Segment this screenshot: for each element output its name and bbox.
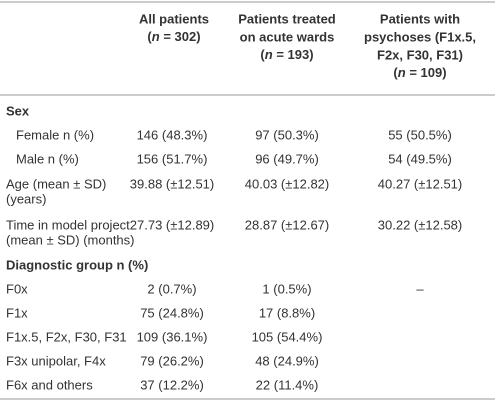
cell: 105 (54.4%) <box>252 329 323 344</box>
cell: 30.22 (±12.58) <box>378 217 462 232</box>
header-text: psychoses (F1x.5, <box>364 29 476 44</box>
cell: 37 (12.2%) <box>140 377 204 392</box>
cell: 2 (0.7%) <box>147 281 196 296</box>
cell: 28.87 (±12.67) <box>245 217 329 232</box>
header-text: (n = 109) <box>393 65 446 80</box>
header-text: All patients <box>139 11 209 26</box>
row-label: F1x <box>6 305 28 320</box>
header-part: ( <box>393 65 398 80</box>
cell: 39.88 (±12.51) <box>130 176 214 191</box>
header-part: = 302) <box>160 29 201 44</box>
cell: 79 (26.2%) <box>140 353 204 368</box>
header-text: F2x, F30, F31) <box>377 47 463 62</box>
row-label: Male n (%) <box>16 151 79 166</box>
cell: 40.03 (±12.82) <box>245 176 329 191</box>
cell: 96 (49.7%) <box>255 151 319 166</box>
header-part: = 109) <box>406 65 447 80</box>
row-label: F1x.5, F2x, F30, F31 <box>6 329 127 344</box>
row-label: Age (mean ± SD) <box>6 176 106 191</box>
section-label: Sex <box>6 103 30 118</box>
row-label: Female n (%) <box>16 127 94 142</box>
cell: 109 (36.1%) <box>137 329 208 344</box>
cell: 1 (0.5%) <box>262 281 311 296</box>
row-label: F6x and others <box>6 377 93 392</box>
cell: – <box>416 281 424 296</box>
row-label: F3x unipolar, F4x <box>6 353 106 368</box>
cell: 55 (50.5%) <box>388 127 452 142</box>
cell: 27.73 (±12.89) <box>130 217 214 232</box>
row-label: Time in model project <box>6 217 130 232</box>
section-label: Diagnostic group n (%) <box>6 257 148 272</box>
cell: 97 (50.3%) <box>255 127 319 142</box>
header-part: = 193) <box>273 47 314 62</box>
header-part: n <box>152 29 160 44</box>
cell: 156 (51.7%) <box>137 151 208 166</box>
row-label: (years) <box>6 191 46 206</box>
cell: 54 (49.5%) <box>388 151 452 166</box>
cell: 17 (8.8%) <box>259 305 315 320</box>
row-label: F0x <box>6 281 28 296</box>
cell: 75 (24.8%) <box>140 305 204 320</box>
cell: 40.27 (±12.51) <box>378 176 462 191</box>
header-text: Patients with <box>380 11 460 26</box>
header-text: on acute wards <box>240 29 335 44</box>
header-part: n <box>265 47 273 62</box>
header-text: Patients treated <box>238 11 336 26</box>
header-part: ( <box>260 47 265 62</box>
header-text: (n = 193) <box>260 47 313 62</box>
cell: 48 (24.9%) <box>255 353 319 368</box>
header-text: (n = 302) <box>147 29 200 44</box>
cell: 22 (11.4%) <box>256 377 319 392</box>
cell: 146 (48.3%) <box>137 127 208 142</box>
header-part: ( <box>147 29 152 44</box>
row-label: (mean ± SD) (months) <box>6 232 135 247</box>
header-part: n <box>398 65 406 80</box>
